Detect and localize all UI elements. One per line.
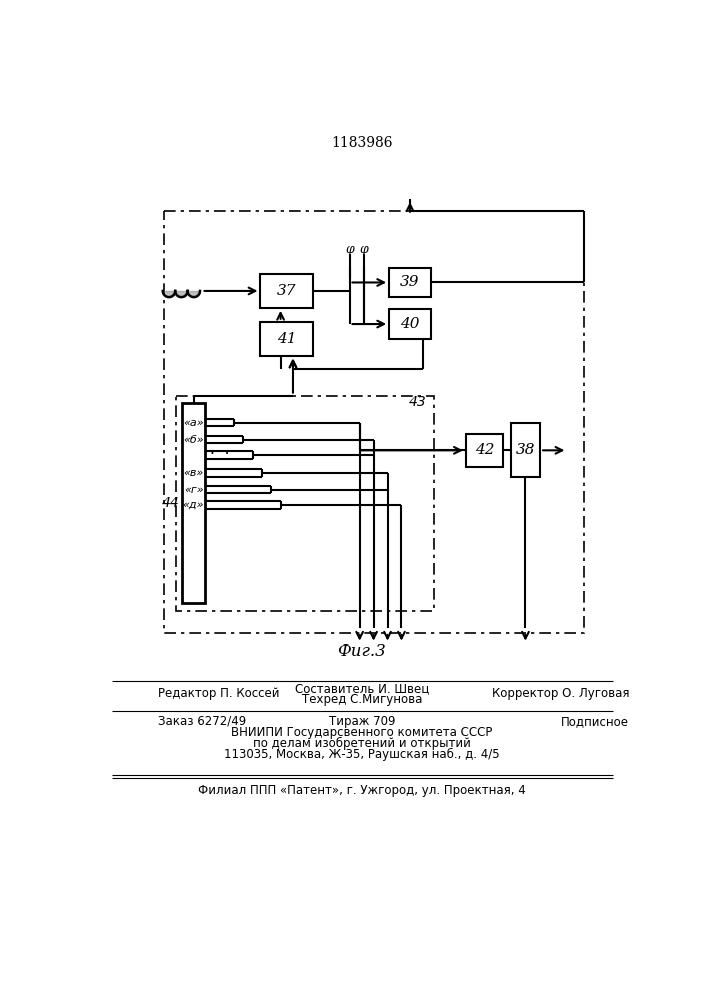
Text: φ: φ: [360, 243, 368, 256]
Text: 38: 38: [515, 443, 535, 457]
Bar: [389, 309, 431, 339]
Text: Заказ 6272/49: Заказ 6272/49: [158, 715, 246, 728]
Text: «a»: «a»: [183, 418, 204, 428]
Text: «г»: «г»: [185, 485, 204, 495]
Text: ·  ·: · ·: [209, 447, 229, 462]
Text: Филиал ППП «Патент», г. Ужгород, ул. Проектная, 4: Филиал ППП «Патент», г. Ужгород, ул. Про…: [198, 784, 526, 797]
Text: 37: 37: [277, 284, 296, 298]
Bar: [389, 268, 431, 297]
Text: «д»: «д»: [182, 500, 204, 510]
Bar: [182, 403, 206, 603]
Text: Корректор О. Луговая: Корректор О. Луговая: [492, 687, 630, 700]
Text: 113035, Москва, Ж-35, Раушская наб., д. 4/5: 113035, Москва, Ж-35, Раушская наб., д. …: [224, 748, 500, 761]
Bar: [260, 322, 313, 356]
Text: 43: 43: [409, 395, 426, 409]
Bar: [176, 396, 434, 611]
Text: 40: 40: [400, 317, 420, 331]
Text: 44: 44: [162, 496, 180, 510]
Text: 1183986: 1183986: [331, 136, 392, 150]
Bar: [510, 423, 540, 477]
Text: Тираж 709: Тираж 709: [329, 715, 395, 728]
Bar: [163, 211, 585, 633]
Text: по делам изобретений и открытий: по делам изобретений и открытий: [253, 737, 471, 750]
Text: Фиг.3: Фиг.3: [337, 643, 386, 660]
Text: Составитель И. Швец: Составитель И. Швец: [295, 683, 429, 696]
Text: φ: φ: [345, 243, 354, 256]
Text: 42: 42: [474, 443, 494, 457]
Text: «в»: «в»: [184, 468, 204, 478]
Bar: [466, 434, 503, 467]
Text: Техред С.Мигунова: Техред С.Мигунова: [302, 693, 422, 706]
Text: Редактор П. Коссей: Редактор П. Коссей: [158, 687, 280, 700]
Text: «б»: «б»: [183, 435, 204, 445]
Text: ВНИИПИ Государсвенного комитета СССР: ВНИИПИ Государсвенного комитета СССР: [231, 726, 493, 739]
Text: 41: 41: [277, 332, 296, 346]
Text: 39: 39: [400, 275, 420, 289]
Bar: [260, 274, 313, 308]
Text: Подписное: Подписное: [561, 715, 629, 728]
